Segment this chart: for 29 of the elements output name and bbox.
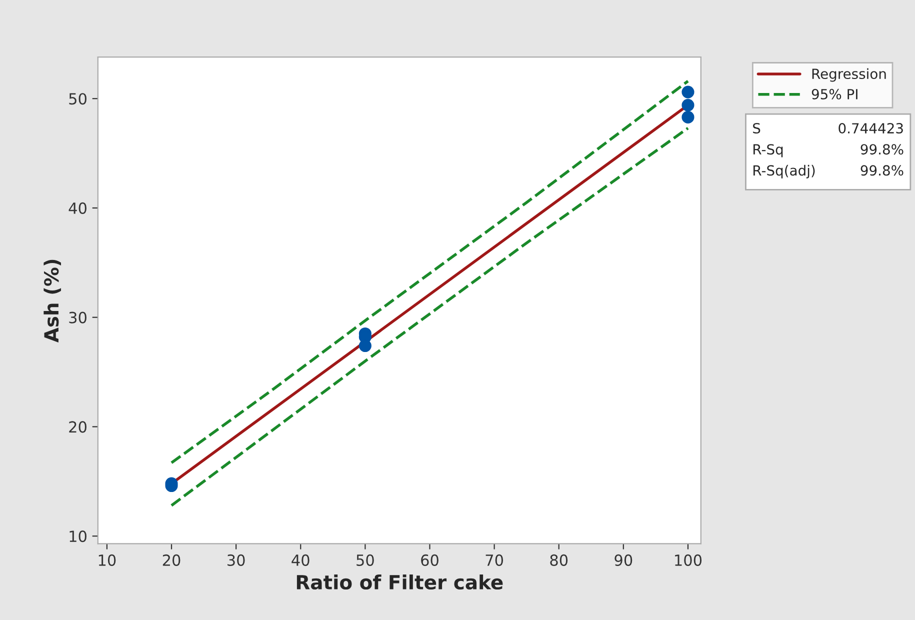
point xyxy=(682,98,694,112)
x-tick-label: 40 xyxy=(292,554,310,566)
legend-label: 95% PI xyxy=(812,88,858,100)
point xyxy=(682,110,694,124)
y-tick-label: 50 xyxy=(69,93,86,105)
point xyxy=(358,340,372,352)
text: R-Sq(adj) xyxy=(753,164,815,178)
x-tick-label: 100 xyxy=(675,554,702,566)
x-tick-label: 90 xyxy=(614,554,632,566)
x-axis-title: Ratio of Filter cake xyxy=(296,574,503,590)
text: R-Sq xyxy=(753,144,783,158)
text: 99.8% xyxy=(860,144,904,155)
x-tick-label: 80 xyxy=(550,554,568,566)
y-tick-label: 40 xyxy=(68,202,86,214)
text: 0.744423 xyxy=(838,123,903,134)
text: 99.8% xyxy=(860,165,904,176)
y-axis-title: Ash (%) xyxy=(44,260,62,343)
x-tick-label: 60 xyxy=(421,554,438,566)
y-tick-label: 10 xyxy=(70,530,86,542)
x-tick-label: 10 xyxy=(98,554,116,566)
y-tick-label: 20 xyxy=(69,421,86,433)
x-tick-label: 20 xyxy=(162,554,180,566)
x-tick-label: 70 xyxy=(486,554,504,566)
point xyxy=(682,86,694,98)
legend-label: Regression xyxy=(812,68,886,82)
text: S xyxy=(753,123,760,134)
x-tick-label: 30 xyxy=(228,554,245,566)
y-tick-label: 30 xyxy=(69,312,86,324)
x-tick-label: 50 xyxy=(356,554,374,566)
